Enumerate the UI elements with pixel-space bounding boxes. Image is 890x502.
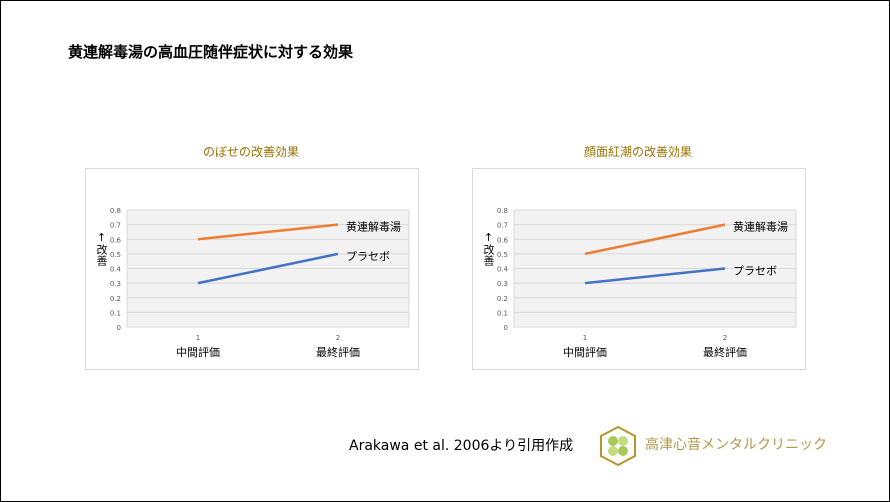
y-tick-label: 0.1 xyxy=(110,309,121,317)
y-tick-label: 0.3 xyxy=(497,280,508,288)
y-axis-label: ↑改善 xyxy=(482,231,495,266)
x-tick-label: 2 xyxy=(723,334,727,342)
chart-2: 0 0.1 0.2 0.3 0.4 0.5 0.6 0.7 0.8 1 中間評価 2 最終評価 黄連解毒湯… xyxy=(472,168,806,370)
series-line xyxy=(584,267,726,285)
x-tick-label: 1 xyxy=(583,334,587,342)
series-label: プラセボ xyxy=(346,250,390,263)
clinic-logo-icon xyxy=(600,425,636,467)
x-category-label: 中間評価 xyxy=(176,345,220,359)
y-tick-label: 0.2 xyxy=(497,295,508,303)
chart-title-2: 顔面紅潮の改善効果 xyxy=(583,145,692,159)
chart-1: 0 0.1 0.2 0.3 0.4 0.5 0.6 0.7 0.8 1 中間評価 2 最終評価 黄連解毒湯… xyxy=(85,168,419,370)
x-category-label: 最終評価 xyxy=(316,345,360,359)
x-tick-label: 2 xyxy=(336,334,340,342)
y-tick-label: 0.8 xyxy=(110,207,121,215)
y-tick-label: 0.4 xyxy=(110,266,122,274)
series-label: プラセボ xyxy=(733,265,777,278)
y-tick-label: 0.4 xyxy=(497,266,509,274)
slide-title: 黄連解毒湯の高血圧随伴症状に対する効果 xyxy=(68,43,354,61)
citation: Arakawa et al. 2006より引用作成 xyxy=(349,438,574,454)
y-tick-label: 0.2 xyxy=(110,295,121,303)
y-tick-label: 0.1 xyxy=(497,309,508,317)
y-tick-label: 0 xyxy=(504,324,508,332)
y-tick-label: 0.7 xyxy=(110,222,121,230)
series-line xyxy=(197,223,339,241)
series-line xyxy=(197,252,339,285)
series-label: 黄連解毒湯 xyxy=(733,220,788,234)
y-tick-label: 0.5 xyxy=(497,251,508,259)
x-tick-label: 1 xyxy=(196,334,200,342)
y-tick-label: 0.5 xyxy=(110,251,121,259)
y-tick-label: 0.8 xyxy=(497,207,508,215)
y-axis-label: ↑改善 xyxy=(95,231,108,266)
y-tick-label: 0.3 xyxy=(110,280,121,288)
chart-title-1: のぼせの改善効果 xyxy=(202,145,299,159)
x-category-label: 最終評価 xyxy=(703,345,747,359)
series-line xyxy=(584,223,726,256)
y-tick-label: 0.7 xyxy=(497,222,508,230)
y-tick-label: 0.6 xyxy=(497,236,509,244)
y-tick-label: 0 xyxy=(117,324,121,332)
clinic-name: 高津心音メンタルクリニック xyxy=(645,437,827,453)
series-label: 黄連解毒湯 xyxy=(346,220,401,234)
y-tick-label: 0.6 xyxy=(110,236,122,244)
x-category-label: 中間評価 xyxy=(563,345,607,359)
